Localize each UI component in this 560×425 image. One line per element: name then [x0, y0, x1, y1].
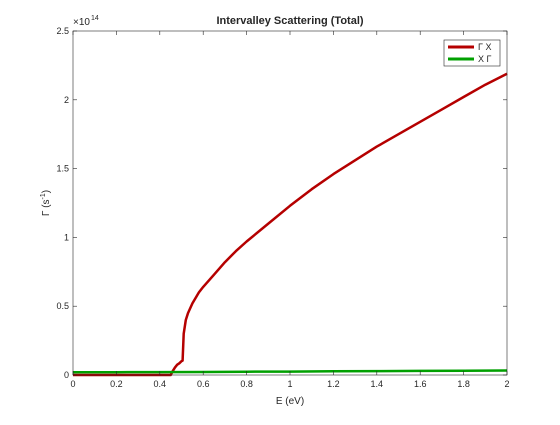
x-axis-ticks: 0 0.2 0.4 0.6 0.8 1 1.2 1.4 1.6 1.8 2: [70, 31, 510, 389]
x-tick-label: 0.4: [154, 379, 167, 389]
y-multiplier-base: ×10: [73, 17, 90, 28]
x-tick-label: 2: [504, 379, 509, 389]
x-tick-label: 1.8: [457, 379, 470, 389]
y-tick-label: 2.5: [56, 26, 69, 36]
y-multiplier: ×10 14: [73, 15, 99, 28]
legend-box: [443, 39, 501, 67]
plot-area: [73, 31, 507, 375]
x-tick-label: 1: [287, 379, 292, 389]
svg-text:Γ (s-1): Γ (s-1): [40, 190, 52, 216]
y-tick-label: 0: [64, 370, 69, 380]
x-tick-label: 0.8: [240, 379, 253, 389]
x-tick-label: 1.6: [414, 379, 427, 389]
y-axis-ticks: 0 0.5 1 1.5 2 2.5: [56, 26, 507, 380]
x-tick-label: 1.2: [327, 379, 340, 389]
x-tick-label: 0.2: [110, 379, 123, 389]
x-tick-label: 1.4: [371, 379, 384, 389]
legend-label-gamma-x: Γ X: [478, 42, 491, 52]
y-multiplier-exponent: 14: [91, 15, 99, 22]
y-axis-label-tail: ): [41, 190, 52, 193]
legend: Γ X X Γ: [443, 39, 501, 67]
legend-label-x-gamma: X Γ: [478, 54, 492, 64]
y-axis-label-exponent: -1: [40, 193, 47, 199]
x-tick-label: 0.6: [197, 379, 210, 389]
y-axis-label: Γ (s-1): [40, 190, 52, 216]
chart-title: Intervalley Scattering (Total): [216, 15, 363, 27]
y-tick-label: 0.5: [56, 301, 69, 311]
y-tick-label: 1: [64, 232, 69, 242]
y-axis-label-base: Γ (s: [41, 199, 52, 216]
x-axis-label: E (eV): [276, 396, 304, 407]
x-tick-label: 0: [70, 379, 75, 389]
y-tick-label: 2: [64, 95, 69, 105]
y-tick-label: 1.5: [56, 164, 69, 174]
